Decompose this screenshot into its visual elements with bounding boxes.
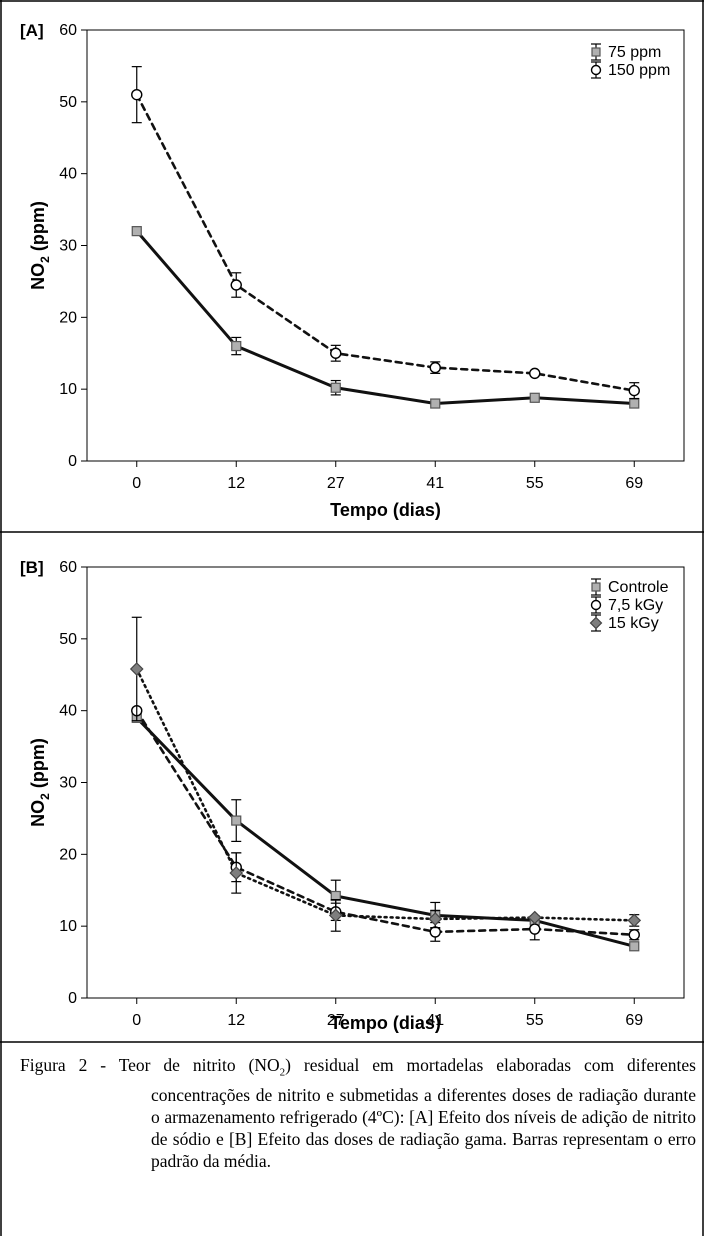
data-point — [628, 929, 640, 941]
data-point — [131, 88, 143, 101]
y-tick-label: 60 — [59, 22, 77, 39]
data-point — [231, 340, 242, 352]
y-axis-title-sub: 2 — [38, 256, 52, 263]
x-axis-title: Tempo (dias) — [330, 500, 441, 520]
chart-panel-b: [B] 0 10 20 30 40 50 60 0 12 27 41 55 69 Tempo (dias) N… — [20, 558, 685, 1033]
series-line — [135, 93, 636, 392]
x-tick-label: 41 — [426, 1012, 444, 1029]
data-point — [231, 815, 242, 826]
y-tick-label: 40 — [59, 703, 77, 720]
legend-marker — [589, 616, 603, 630]
data-point — [229, 866, 244, 880]
data-point — [627, 913, 642, 928]
x-tick-label: 69 — [625, 475, 643, 492]
data-point — [430, 398, 441, 409]
data-point — [131, 226, 142, 237]
y-tick-label: 60 — [59, 559, 77, 576]
data-point — [330, 382, 341, 393]
x-tick-label: 69 — [625, 1012, 643, 1029]
series-line — [135, 667, 636, 922]
y-axis-title-tail: (ppm) — [28, 201, 48, 256]
y-tick-label: 20 — [59, 309, 77, 326]
x-tick-label: 12 — [227, 475, 245, 492]
caption-prefix: Figura 2 - Teor de nitrito (NO — [20, 1055, 280, 1075]
legend-marker — [591, 582, 601, 592]
x-tick-label: 55 — [526, 1012, 544, 1029]
data-point — [529, 392, 540, 403]
caption-text: ) residual em mortadelas elaboradas com … — [151, 1055, 696, 1171]
y-tick-label: 30 — [59, 238, 77, 255]
data-point — [429, 926, 441, 938]
chart-panel-a: [A] 0 10 20 30 40 50 60 0 12 27 41 55 69 Tempo (dias) N… — [20, 21, 685, 520]
data-point — [129, 662, 144, 676]
data-point — [230, 279, 242, 291]
y-axis-title-sub: 2 — [38, 793, 52, 800]
y-tick-label: 10 — [59, 918, 77, 935]
legend-marker — [590, 599, 602, 611]
legend-marker — [591, 47, 601, 57]
series-line — [135, 716, 636, 948]
legend-label: 75 ppm — [608, 44, 661, 61]
data-point — [429, 361, 441, 374]
y-axis-title-tail: (ppm) — [28, 738, 48, 793]
y-tick-label: 10 — [59, 381, 77, 398]
y-tick-label: 0 — [68, 453, 77, 470]
figure-caption: Figura 2 - Teor de nitrito (NO2) residua… — [20, 1054, 696, 1172]
data-point — [428, 912, 443, 926]
x-tick-label: 12 — [227, 1012, 245, 1029]
data-point — [529, 923, 541, 935]
data-point — [527, 910, 542, 925]
series-line — [135, 229, 636, 406]
data-point — [629, 941, 640, 952]
legend-label: 150 ppm — [608, 62, 670, 79]
y-axis-title-main: NO — [28, 263, 48, 290]
y-axis-title: NO2 (ppm) — [28, 201, 52, 290]
y-axis-title: NO2 (ppm) — [28, 738, 52, 827]
y-axis-title-main: NO — [28, 800, 48, 827]
x-tick-label: 55 — [526, 475, 544, 492]
series-line — [135, 709, 636, 937]
x-tick-label: 27 — [327, 475, 345, 492]
panel-label: [B] — [20, 558, 44, 577]
legend-label: 15 kGy — [608, 615, 659, 632]
y-tick-label: 50 — [59, 631, 77, 648]
legend-label: 7,5 kGy — [608, 597, 663, 614]
y-tick-label: 50 — [59, 94, 77, 111]
data-point — [529, 367, 541, 380]
x-tick-label: 0 — [132, 1012, 141, 1029]
y-tick-label: 20 — [59, 846, 77, 863]
x-tick-label: 27 — [327, 1012, 345, 1029]
y-tick-label: 40 — [59, 166, 77, 183]
panel-label: [A] — [20, 21, 44, 40]
legend-label: Controle — [608, 579, 669, 596]
y-tick-label: 30 — [59, 775, 77, 792]
data-point — [629, 398, 640, 409]
legend-marker — [590, 64, 602, 76]
data-point — [628, 384, 640, 397]
data-point — [330, 347, 342, 359]
data-point — [328, 908, 343, 923]
y-tick-label: 0 — [68, 990, 77, 1007]
caption-sub: 2 — [279, 1066, 286, 1079]
x-tick-label: 0 — [132, 475, 141, 492]
x-axis-title: Tempo (dias) — [330, 1013, 441, 1033]
x-tick-label: 41 — [426, 475, 444, 492]
